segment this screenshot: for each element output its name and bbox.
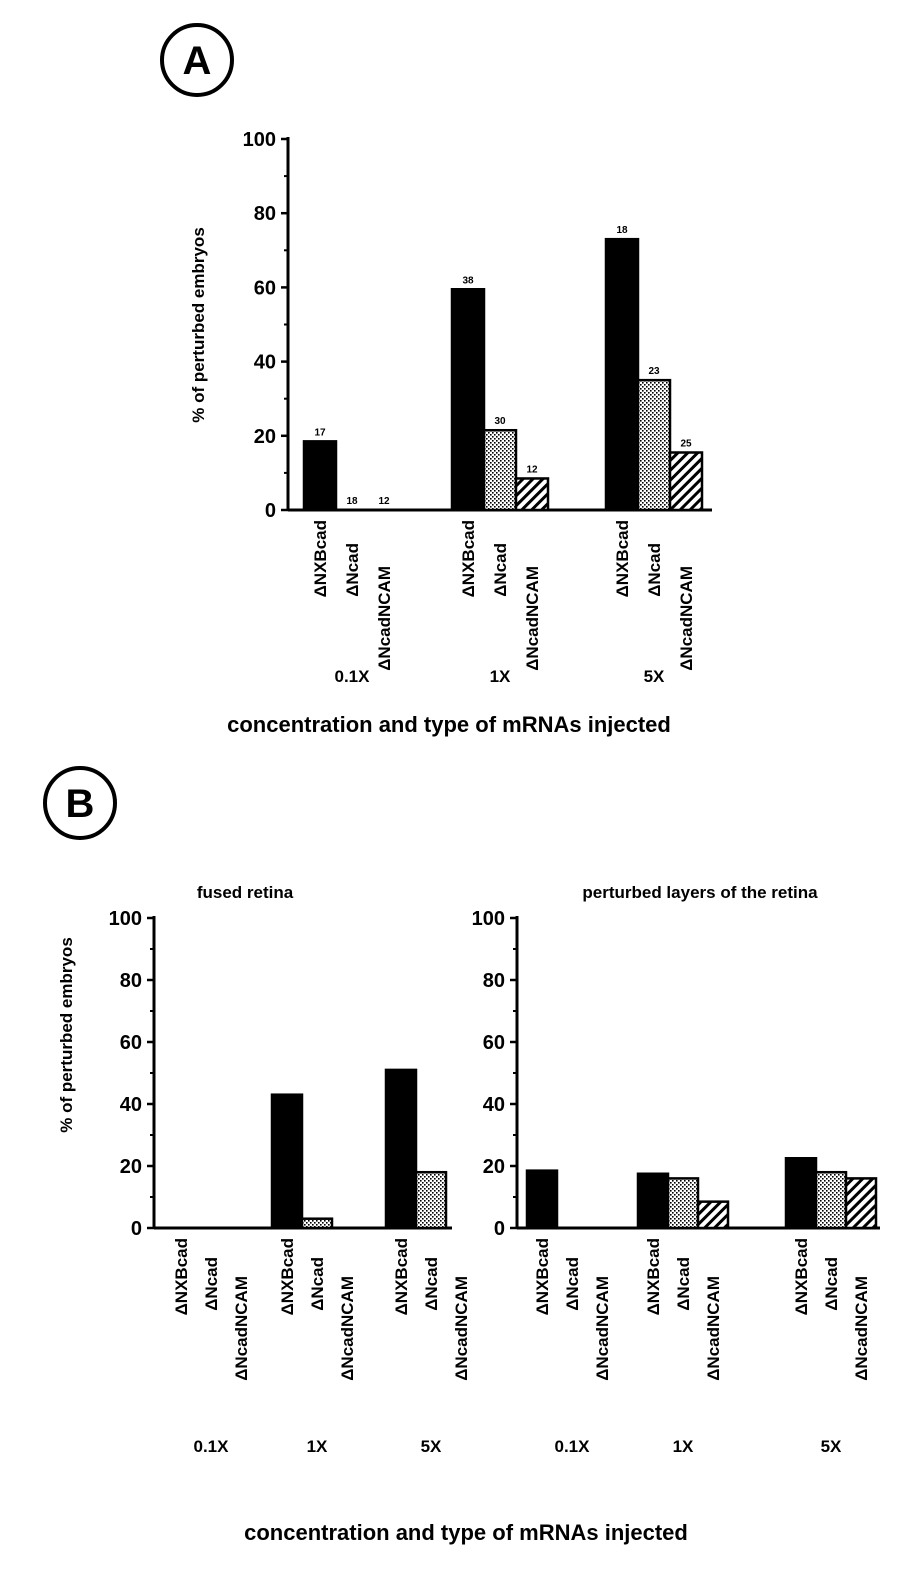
category-label: ΔNcad: [343, 543, 362, 597]
bar-NcadNCAM-5X: [844, 1177, 878, 1230]
category-label: ΔNcad: [491, 543, 510, 597]
group-label: 0.1X: [555, 1437, 591, 1456]
y-tick-label: 20: [254, 426, 276, 448]
category-label: ΔNcad: [822, 1257, 841, 1311]
y-tick-label: 100: [472, 908, 505, 930]
category-label: ΔNXBcad: [311, 520, 330, 597]
y-tick-label: 40: [254, 352, 276, 374]
bar-NcadNCAM-1X: [696, 1200, 730, 1230]
bar-n-label: 23: [648, 366, 660, 377]
y-tick-label: 0: [265, 500, 276, 522]
y-tick-label: 80: [483, 970, 505, 992]
bar-Ncad-1X: [482, 428, 518, 512]
bar-NXBcad-01X: [525, 1169, 559, 1230]
bar-NcadNCAM-5X: [668, 451, 704, 512]
y-tick-label: 60: [120, 1032, 142, 1054]
bar-NXBcad-01X: [302, 440, 338, 512]
panel-a-letter: A: [183, 39, 212, 83]
y-tick-label: 80: [254, 203, 276, 225]
group-label: 5X: [644, 667, 665, 686]
group-label: 0.1X: [335, 667, 371, 686]
bar-NXBcad-5X: [784, 1157, 818, 1230]
bar-NXBcad-1X: [450, 288, 486, 512]
category-label: ΔNcad: [422, 1257, 441, 1311]
category-label: ΔNcadNCAM: [523, 566, 542, 671]
chart-b-fused-retina: 0 20 40 60 80 100 ΔNXBcad ΔNcad ΔNcadNCAM 0.1X ΔNX…: [109, 908, 471, 1456]
category-label: ΔNcadNCAM: [232, 1276, 251, 1381]
panel-a-label: A: [160, 23, 234, 97]
bar-NcadNCAM-1X: [514, 477, 550, 512]
category-label: ΔNcadNCAM: [375, 566, 394, 671]
y-tick-label: 100: [243, 129, 276, 151]
bar-n-label: 12: [378, 496, 390, 507]
bar-n-label: 12: [526, 464, 538, 475]
category-label: ΔNcadNCAM: [677, 566, 696, 671]
y-tick-label: 40: [483, 1094, 505, 1116]
category-label: ΔNcad: [674, 1257, 693, 1311]
bar-Ncad-1X: [300, 1217, 334, 1230]
y-tick-label: 40: [120, 1094, 142, 1116]
panel-b-label: B: [43, 766, 117, 840]
group-label: 0.1X: [194, 1437, 230, 1456]
bar-n-label: 25: [680, 438, 692, 449]
group-label: 1X: [673, 1437, 694, 1456]
category-label: ΔNXBcad: [278, 1238, 297, 1315]
bar-NXBcad-5X: [384, 1068, 418, 1230]
y-tick-label: 80: [120, 970, 142, 992]
category-label: ΔNcad: [563, 1257, 582, 1311]
bar-NXBcad-1X: [636, 1172, 670, 1230]
chart-b-perturbed-layers: 0 20 40 60 80 100 ΔNXBcad ΔNcad ΔNcadNCAM 0.1X ΔNX…: [472, 908, 880, 1456]
bar-n-label: 18: [616, 225, 628, 236]
y-tick-label: 60: [483, 1032, 505, 1054]
y-tick-label: 0: [494, 1218, 505, 1240]
bar-Ncad-5X: [414, 1170, 448, 1230]
category-label: ΔNXBcad: [533, 1238, 552, 1315]
bar-Ncad-5X: [636, 378, 672, 512]
chart-a-ylabel: % of perturbed embryos: [189, 227, 208, 423]
y-tick-label: 60: [254, 277, 276, 299]
panel-b-letter: B: [66, 782, 95, 826]
chart-b-xlabel: concentration and type of mRNAs injected: [244, 1520, 688, 1545]
bar-NXBcad-5X: [604, 237, 640, 512]
y-tick-label: 100: [109, 908, 142, 930]
group-label: 5X: [421, 1437, 442, 1456]
chart-b-layers-title: perturbed layers of the retina: [582, 883, 818, 902]
category-label: ΔNcadNCAM: [593, 1276, 612, 1381]
category-label: ΔNcadNCAM: [704, 1276, 723, 1381]
y-tick-label: 20: [483, 1156, 505, 1178]
group-label: 1X: [307, 1437, 328, 1456]
bar-n-label: 18: [346, 496, 358, 507]
category-label: ΔNXBcad: [644, 1238, 663, 1315]
category-label: ΔNcadNCAM: [338, 1276, 357, 1381]
y-tick-label: 20: [120, 1156, 142, 1178]
category-label: ΔNcad: [645, 543, 664, 597]
bar-n-label: 17: [314, 427, 326, 438]
bar-Ncad-1X: [666, 1177, 700, 1230]
category-label: ΔNXBcad: [613, 520, 632, 597]
category-label: ΔNXBcad: [392, 1238, 411, 1315]
chart-a-xlabel: concentration and type of mRNAs injected: [227, 712, 671, 737]
group-label: 5X: [821, 1437, 842, 1456]
chart-a: 02040608010017ΔNXBcad18ΔNcad12ΔNcadNCAM0…: [243, 129, 712, 686]
category-label: ΔNcadNCAM: [452, 1276, 471, 1381]
bar-n-label: 38: [462, 275, 474, 286]
y-tick-label: 0: [131, 1218, 142, 1240]
category-label: ΔNXBcad: [172, 1238, 191, 1315]
category-label: ΔNcad: [202, 1257, 221, 1311]
group-label: 1X: [490, 667, 511, 686]
bar-NXBcad-1X: [270, 1093, 304, 1230]
chart-b-ylabel: % of perturbed embryos: [57, 937, 76, 1133]
category-label: ΔNXBcad: [792, 1238, 811, 1315]
category-label: ΔNXBcad: [459, 520, 478, 597]
category-label: ΔNcad: [308, 1257, 327, 1311]
bar-n-label: 30: [494, 416, 506, 427]
bar-Ncad-5X: [814, 1170, 848, 1230]
category-label: ΔNcadNCAM: [852, 1276, 871, 1381]
chart-b-fused-title: fused retina: [197, 883, 294, 902]
